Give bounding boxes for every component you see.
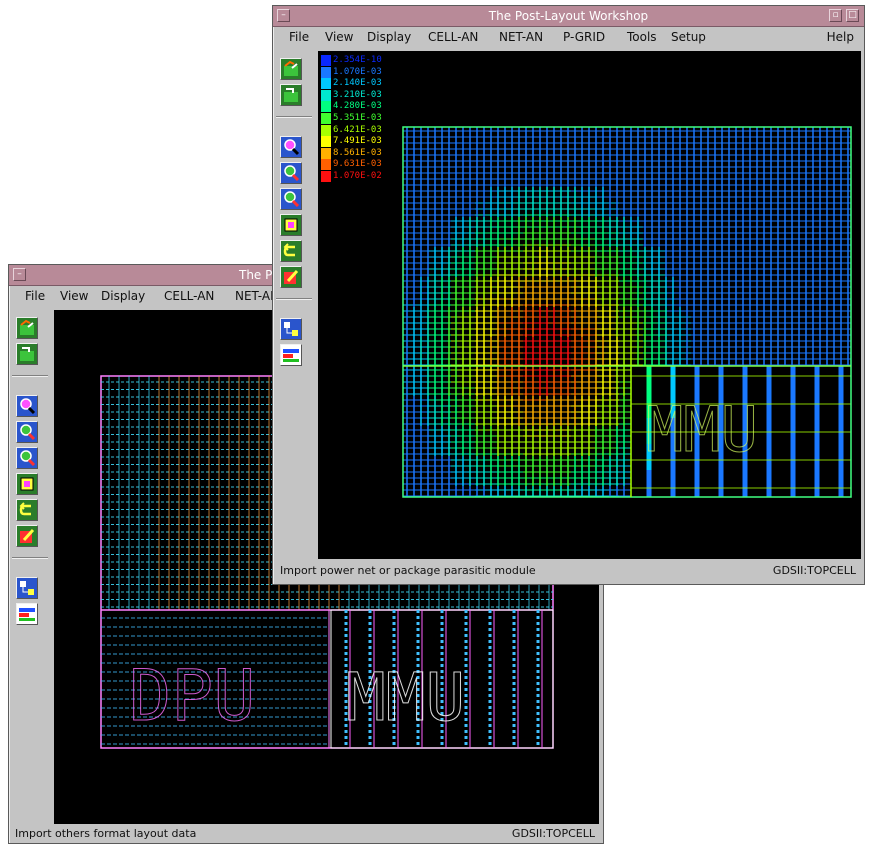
front-status-right: GDSII:TOPCELL: [772, 564, 856, 577]
legend-swatch: [321, 147, 331, 159]
layout-label-mmu: MMU: [646, 393, 758, 466]
menu-tools[interactable]: Tools: [627, 30, 657, 44]
legend-item: 1.070E-03: [321, 66, 391, 78]
legend-swatch: [321, 113, 331, 124]
edit-grid-icon[interactable]: [280, 266, 302, 288]
front-window-title: The Post-Layout Workshop: [488, 9, 649, 23]
edit-grid-icon[interactable]: [16, 525, 38, 547]
legend-item: 5.351E-03: [321, 113, 391, 124]
legend-swatch: [321, 55, 331, 66]
menu-view[interactable]: View: [325, 30, 354, 44]
zoom-out-icon[interactable]: [16, 447, 38, 469]
chip-outline: [402, 126, 852, 498]
menu-net-an[interactable]: NET-AN: [499, 30, 544, 44]
legend-item: 2.140E-03: [321, 78, 391, 90]
legend-label: 9.631E-03: [333, 159, 382, 170]
color-legend: 2.354E-10 1.070E-03 2.140E-03 3.210E-03 4.28…: [320, 55, 392, 185]
legend-label: 2.140E-03: [333, 78, 382, 89]
legend-swatch: [321, 171, 331, 182]
open-layout-icon[interactable]: [16, 317, 38, 339]
legend-swatch: [321, 159, 331, 171]
menu-view[interactable]: View: [60, 289, 89, 303]
front-menubar: File View Display CELL-AN NET-AN P-GRID …: [273, 27, 864, 49]
window-menu-icon[interactable]: –: [13, 268, 26, 281]
legend-label: 1.070E-02: [333, 171, 382, 181]
dpu-block: [100, 609, 330, 749]
toolbar-separator: [12, 557, 48, 559]
legend-swatch: [321, 66, 331, 78]
menu-cell-an[interactable]: CELL-AN: [428, 30, 479, 44]
back-menubar: File View Display CELL-AN NET-AN: [9, 286, 603, 308]
legend-label: 6.421E-03: [333, 124, 382, 135]
front-layout-canvas[interactable]: MMU 2.354E-10 1.070E-03 2.140E-03 3.210E-03…: [318, 51, 861, 559]
zoom-in-icon[interactable]: [16, 395, 38, 417]
legend-swatch: [321, 124, 331, 136]
menu-display[interactable]: Display: [367, 30, 412, 44]
import-icon[interactable]: [280, 84, 302, 106]
menu-help[interactable]: Help: [826, 30, 854, 44]
toolbar-separator: [276, 116, 312, 118]
hierarchy-icon[interactable]: [16, 577, 38, 599]
legend-item: 7.491E-03: [321, 136, 391, 148]
maximize-icon[interactable]: □: [846, 9, 859, 22]
back-status-text: Import others format layout data: [15, 827, 197, 840]
window-menu-icon[interactable]: –: [277, 9, 290, 22]
front-status-text: Import power net or package parasitic mo…: [280, 564, 536, 577]
legend-label: 5.351E-03: [333, 113, 382, 123]
legend-item: 1.070E-02: [321, 171, 391, 182]
front-window: – The Post-Layout Workshop ▫ □ File View…: [272, 5, 865, 585]
legend-label: 3.210E-03: [333, 89, 382, 100]
menu-p-grid[interactable]: P-GRID: [563, 30, 606, 44]
legend-swatch: [321, 89, 331, 101]
fit-view-icon[interactable]: [16, 473, 38, 495]
undo-icon[interactable]: [280, 240, 302, 262]
legend-label: 8.561E-03: [333, 147, 382, 158]
layers-icon[interactable]: [16, 603, 38, 625]
layers-icon[interactable]: [280, 344, 302, 366]
zoom-icon[interactable]: [280, 162, 302, 184]
menu-setup[interactable]: Setup: [671, 30, 706, 44]
legend-label: 1.070E-03: [333, 66, 382, 77]
zoom-out-icon[interactable]: [280, 188, 302, 210]
legend-item: 6.421E-03: [321, 124, 391, 136]
legend-item: 2.354E-10: [321, 55, 391, 66]
legend-item: 9.631E-03: [321, 159, 391, 171]
menu-cell-an[interactable]: CELL-AN: [164, 289, 215, 303]
hierarchy-icon[interactable]: [280, 318, 302, 340]
layout-label-mmu: MMU: [346, 659, 465, 736]
legend-label: 7.491E-03: [333, 136, 382, 147]
zoom-in-icon[interactable]: [280, 136, 302, 158]
undo-icon[interactable]: [16, 499, 38, 521]
legend-item: 4.280E-03: [321, 101, 391, 113]
legend-swatch: [321, 136, 331, 148]
menu-file[interactable]: File: [289, 30, 310, 44]
minimize-icon[interactable]: ▫: [829, 9, 842, 22]
zoom-icon[interactable]: [16, 421, 38, 443]
menu-display[interactable]: Display: [101, 289, 146, 303]
layout-label-dpu: DPU: [129, 655, 255, 737]
front-window-titlebar[interactable]: – The Post-Layout Workshop ▫ □: [273, 6, 864, 27]
toolbar-separator: [12, 375, 48, 377]
legend-swatch: [321, 101, 331, 113]
legend-item: 8.561E-03: [321, 147, 391, 159]
legend-label: 2.354E-10: [333, 55, 382, 65]
legend-item: 3.210E-03: [321, 89, 391, 101]
legend-label: 4.280E-03: [333, 101, 382, 112]
import-icon[interactable]: [16, 343, 38, 365]
front-current-density-map: MMU: [402, 126, 852, 498]
menu-net-an[interactable]: NET-AN: [235, 289, 280, 303]
legend-swatch: [321, 78, 331, 90]
back-status-right: GDSII:TOPCELL: [511, 827, 595, 840]
open-layout-icon[interactable]: [280, 58, 302, 80]
toolbar-separator: [276, 298, 312, 300]
fit-view-icon[interactable]: [280, 214, 302, 236]
menu-file[interactable]: File: [25, 289, 46, 303]
